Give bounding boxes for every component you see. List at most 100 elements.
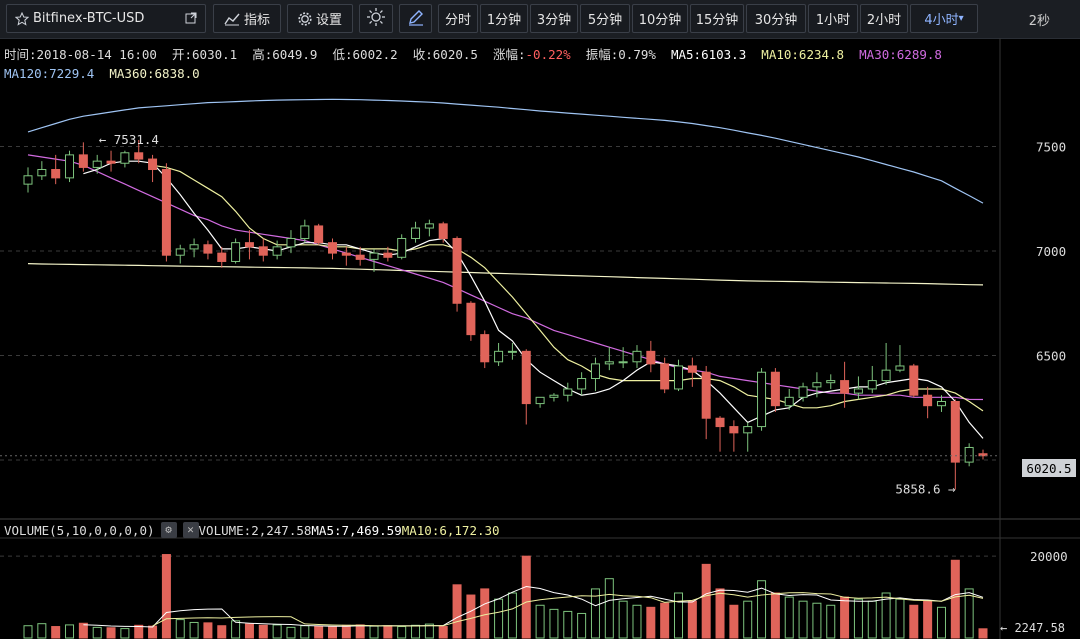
interval-7-button[interactable]: 1小时 <box>808 4 858 33</box>
symbol-name: Bitfinex-BTC-USD <box>33 11 145 26</box>
price-tick-label: 7000 <box>1036 244 1066 259</box>
candle-body <box>452 237 462 304</box>
volume-bar <box>148 625 158 639</box>
draw-tool-button[interactable] <box>399 4 432 33</box>
interval-label: 分时 <box>444 13 471 28</box>
interval-0-button[interactable]: 分时 <box>438 4 478 33</box>
volume-bar <box>563 610 573 639</box>
ma30-line <box>27 154 984 401</box>
volume-bar <box>978 628 988 639</box>
volume-bar <box>660 602 670 639</box>
volume-bar <box>812 602 822 639</box>
star-icon[interactable] <box>15 11 29 26</box>
candle-body <box>244 242 254 248</box>
candlestick-chart[interactable]: 7500 7000 6500 20000 ← 2247.58 ← 7531.4 5858.6… <box>0 38 1080 639</box>
candle-body <box>729 426 739 434</box>
ma120-line <box>27 98 984 204</box>
candle-body <box>327 242 337 254</box>
current-price-tag: 6020.5 <box>1022 459 1076 477</box>
candle-body <box>646 350 656 365</box>
volume-bar <box>729 604 739 639</box>
volume-bar <box>466 594 476 639</box>
candle-body <box>590 363 600 380</box>
candle-body <box>466 302 476 336</box>
volume-title: VOLUME(5,10,0,0,0,0) <box>4 522 155 538</box>
volume-bar <box>244 623 254 639</box>
volume-bar <box>480 588 490 639</box>
interval-3-button[interactable]: 5分钟 <box>580 4 630 33</box>
settings-button[interactable]: 设置 <box>287 4 353 33</box>
interval-6-button[interactable]: 30分钟 <box>746 4 806 33</box>
volume-bar <box>674 592 684 639</box>
volume-bar <box>535 604 545 639</box>
volume-bar <box>909 604 919 639</box>
volume-bar <box>770 592 780 639</box>
candle-body <box>217 252 227 262</box>
candle-body <box>978 453 988 457</box>
candle-body <box>881 369 891 382</box>
volume-bar <box>106 627 116 639</box>
interval-label: 1分钟 <box>486 13 522 28</box>
interval-4-button[interactable]: 10分钟 <box>632 4 688 33</box>
candle-body <box>148 158 158 171</box>
candle-body <box>812 382 822 388</box>
volume-bar <box>853 598 863 639</box>
candle-body <box>687 365 697 373</box>
info-high: 高:6049.9 <box>252 47 318 62</box>
volume-bar <box>632 604 642 639</box>
candle-body <box>909 365 919 396</box>
interval-5-button[interactable]: 15分钟 <box>690 4 744 33</box>
volume-bar <box>217 625 227 639</box>
chevron-down-icon[interactable]: ▾ <box>958 13 964 24</box>
volume-bar <box>521 555 531 639</box>
interval-label: 3分钟 <box>536 13 572 28</box>
low-annotation: 5858.6 → <box>895 482 956 497</box>
interval-9-button[interactable]: 4小时 ▾ <box>910 4 978 33</box>
external-link-icon[interactable] <box>185 12 197 28</box>
volume-bar <box>51 626 61 639</box>
ma-info-row: MA120:7229.4 MA360:6838.0 <box>4 66 200 81</box>
candle-body <box>78 154 88 168</box>
candle-body <box>660 363 670 390</box>
volume-bar <box>411 624 421 639</box>
candle-body <box>853 388 863 394</box>
volume-bar <box>507 592 517 639</box>
interval-label: 15分钟 <box>695 13 739 28</box>
volume-bar <box>826 604 836 639</box>
volume-bar <box>618 600 628 639</box>
candle-body <box>950 401 960 463</box>
volume-bar <box>743 600 753 639</box>
interval-8-button[interactable]: 2小时 <box>860 4 908 33</box>
volume-bar <box>438 626 448 639</box>
candle-body <box>231 242 241 262</box>
volume-ma10-line <box>152 592 984 627</box>
volume-bar <box>327 626 337 639</box>
indicators-button[interactable]: 指标 <box>213 4 281 33</box>
volume-bar <box>757 580 767 639</box>
ma10-line <box>152 164 984 412</box>
info-ma120: MA120:7229.4 <box>4 66 95 81</box>
candle-body <box>341 252 351 256</box>
volume-bar <box>701 563 711 639</box>
volume-bar <box>494 598 504 639</box>
interval-1-button[interactable]: 1分钟 <box>480 4 528 33</box>
volume-close-icon[interactable]: ✕ <box>182 522 199 538</box>
volume-bar <box>341 624 351 639</box>
candle-body <box>577 378 587 390</box>
theme-toggle-button[interactable] <box>359 4 393 33</box>
candle-body <box>134 152 144 160</box>
ma5-line <box>83 160 984 439</box>
candle-body <box>23 175 33 185</box>
candle-body <box>411 227 421 239</box>
candle-body <box>535 396 545 405</box>
info-change-label: 涨幅: <box>493 47 526 62</box>
indicators-label: 指标 <box>243 13 270 28</box>
candle-body <box>936 401 946 407</box>
interval-label: 10分钟 <box>638 13 682 28</box>
volume-bar <box>231 620 241 639</box>
volume-settings-icon[interactable]: ⚙ <box>160 522 177 538</box>
candle-body <box>355 254 365 260</box>
gear-icon <box>298 11 312 26</box>
symbol-selector[interactable]: Bitfinex-BTC-USD <box>6 4 206 33</box>
interval-2-button[interactable]: 3分钟 <box>530 4 578 33</box>
